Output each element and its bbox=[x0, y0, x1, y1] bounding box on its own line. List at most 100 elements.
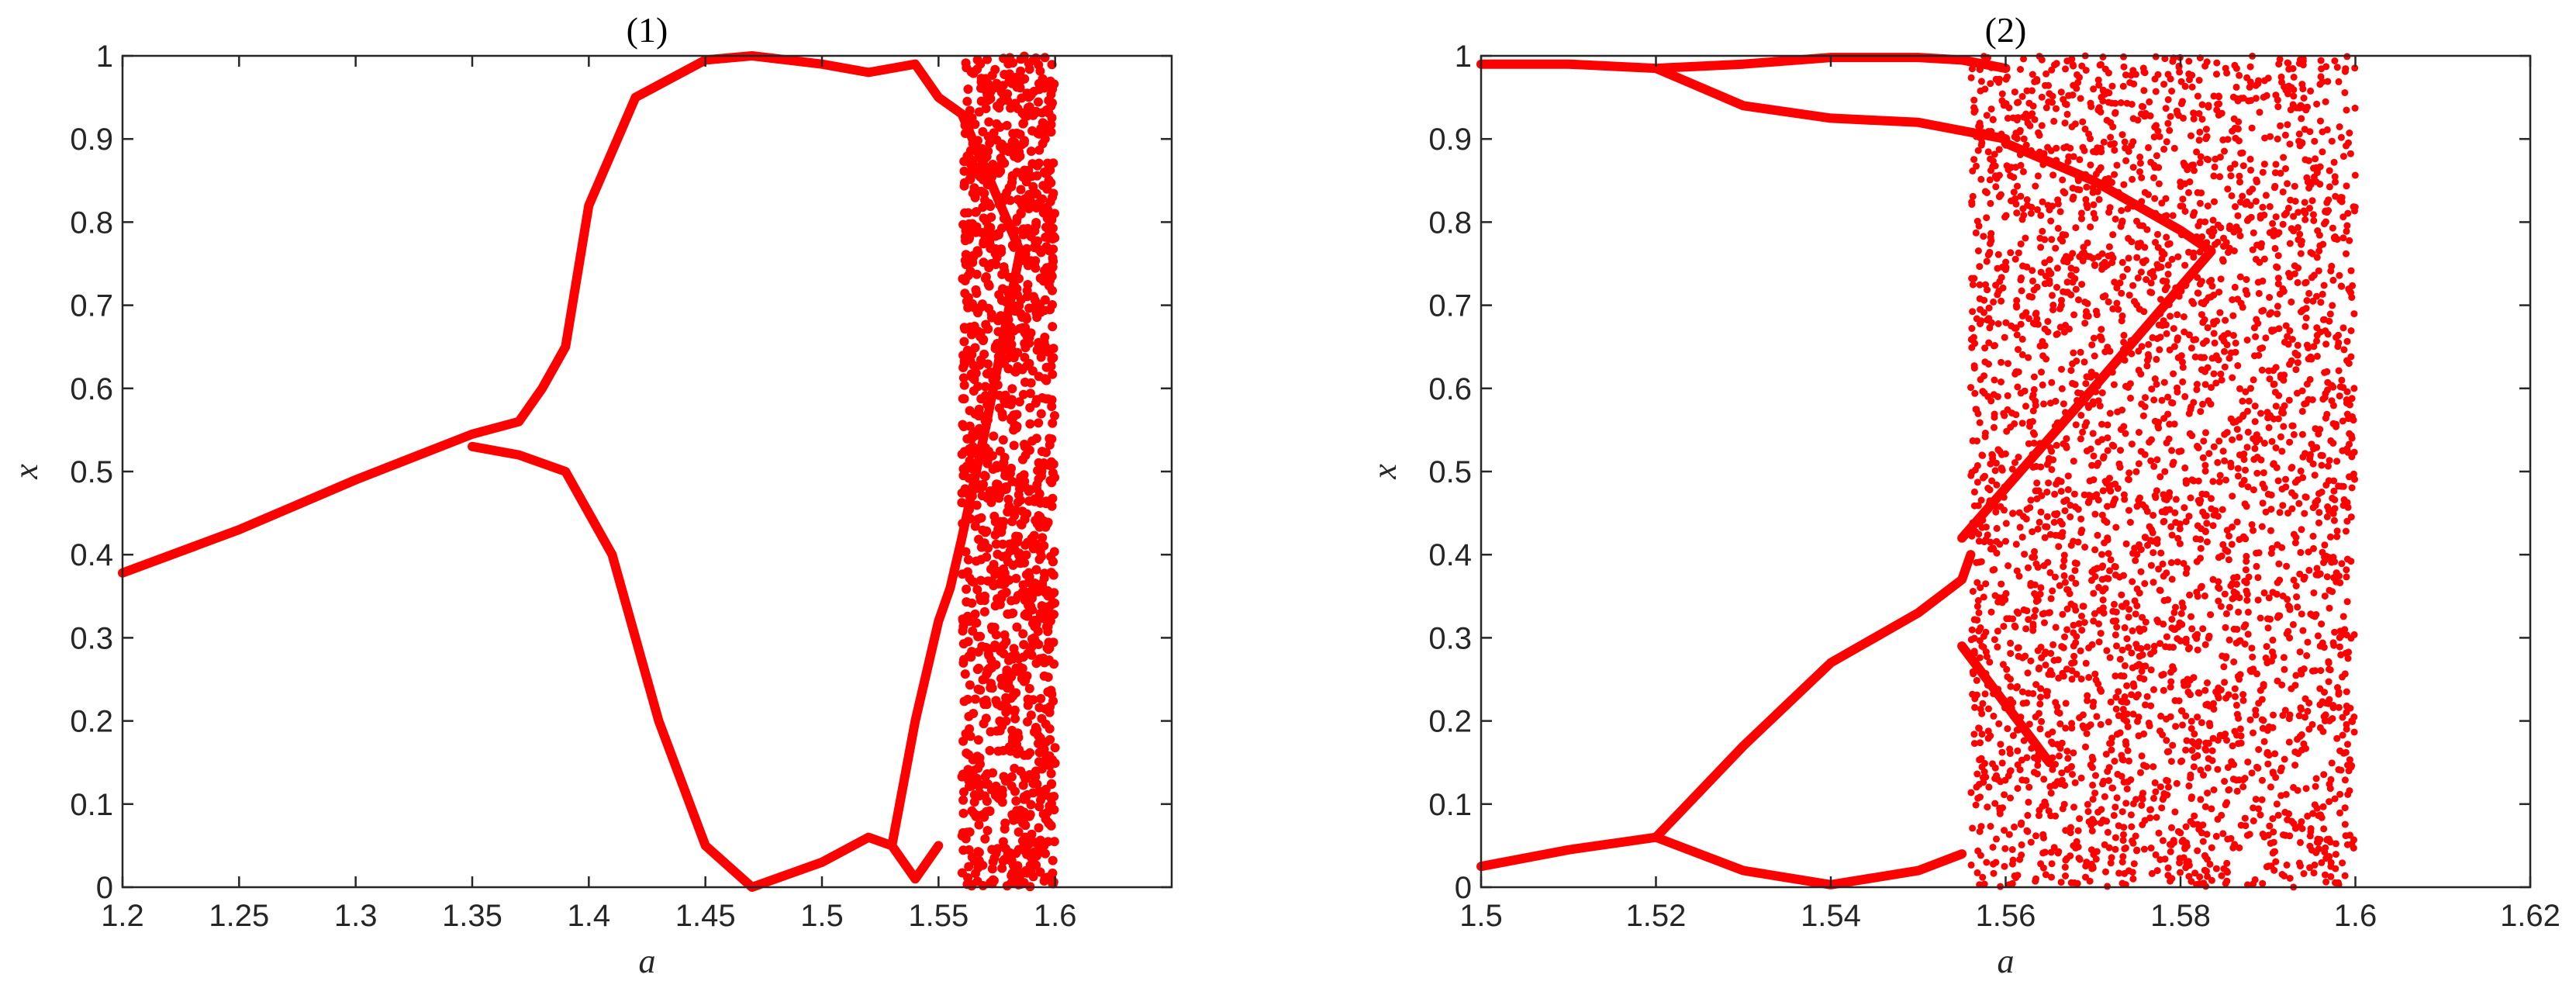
chaos-point bbox=[2062, 700, 2070, 707]
chaos-point bbox=[2128, 691, 2136, 699]
chaos-point bbox=[2099, 562, 2107, 570]
chaos-point bbox=[2350, 631, 2358, 638]
chaos-point bbox=[2012, 541, 2020, 548]
chaos-point bbox=[2249, 653, 2257, 661]
chaos-point bbox=[976, 441, 986, 451]
chaos-point bbox=[2036, 131, 2043, 139]
chaos-point bbox=[2177, 78, 2185, 85]
chaos-point bbox=[1007, 772, 1017, 782]
chaos-point bbox=[1020, 377, 1030, 387]
series-branch-2 bbox=[468, 441, 944, 892]
chaos-point bbox=[2082, 873, 2089, 881]
chaos-point bbox=[2065, 153, 2073, 161]
chaos-point bbox=[2191, 167, 2198, 174]
chaos-point bbox=[2169, 741, 2177, 749]
chaos-point bbox=[1980, 538, 1988, 546]
chaos-point bbox=[2339, 673, 2346, 681]
y-tick-label: 0.1 bbox=[70, 788, 113, 822]
chaos-point bbox=[2038, 368, 2045, 376]
chaos-point bbox=[2349, 282, 2357, 289]
chaos-point bbox=[2000, 493, 2008, 501]
chaos-point bbox=[2112, 705, 2120, 713]
chaos-point bbox=[2098, 511, 2106, 519]
chaos-point bbox=[2247, 668, 2255, 675]
chaos-point bbox=[2156, 310, 2164, 317]
chaos-point bbox=[2250, 229, 2257, 237]
chart-title: (2) bbox=[1985, 10, 2027, 50]
chaos-point bbox=[999, 262, 1009, 272]
chaos-point bbox=[962, 63, 972, 73]
chaos-point bbox=[2188, 793, 2195, 801]
chaos-point bbox=[989, 431, 999, 441]
chaos-point bbox=[2288, 422, 2296, 430]
chaos-point bbox=[997, 785, 1007, 795]
chaos-point bbox=[2087, 99, 2094, 107]
chaos-point bbox=[2315, 519, 2322, 527]
chaos-point bbox=[1038, 74, 1048, 84]
chaos-point bbox=[2060, 572, 2068, 579]
chaos-point bbox=[1991, 636, 1998, 644]
chaos-point bbox=[1048, 322, 1058, 332]
chaos-point bbox=[2231, 283, 2239, 291]
chaos-point bbox=[2248, 521, 2256, 528]
chaos-point bbox=[2107, 487, 2115, 495]
chaos-point bbox=[2048, 466, 2056, 473]
chaos-point bbox=[2135, 496, 2143, 504]
chaos-point bbox=[1028, 788, 1038, 798]
chaos-point bbox=[2032, 462, 2040, 470]
chaos-point bbox=[2135, 460, 2143, 468]
chaos-point bbox=[2049, 98, 2056, 106]
chaos-point bbox=[2270, 367, 2277, 375]
chaos-point bbox=[2345, 139, 2352, 147]
chaos-point bbox=[1983, 859, 1991, 866]
chaos-point bbox=[1993, 524, 2001, 532]
chaos-point bbox=[2309, 810, 2317, 817]
chaos-point bbox=[1975, 724, 1983, 732]
chaos-point bbox=[2267, 506, 2275, 513]
chaos-point bbox=[2158, 508, 2166, 516]
chaos-point bbox=[2251, 444, 2259, 452]
chaos-point bbox=[2205, 720, 2213, 727]
chaos-point bbox=[2013, 567, 2021, 575]
chaos-point bbox=[992, 253, 1002, 262]
chaos-point bbox=[2204, 872, 2212, 880]
chaos-point bbox=[2341, 67, 2349, 75]
chaos-point bbox=[2317, 73, 2325, 81]
chaos-point bbox=[2154, 127, 2162, 135]
chaos-point bbox=[2058, 365, 2065, 373]
chaos-point bbox=[2182, 635, 2190, 643]
chaos-point bbox=[965, 266, 975, 276]
x-axis-label: a bbox=[1998, 942, 2015, 980]
chaos-point bbox=[1996, 278, 2004, 285]
chaos-point bbox=[1998, 358, 2005, 366]
chart-title: (1) bbox=[627, 10, 668, 50]
chaos-point bbox=[2098, 93, 2105, 101]
chaos-point bbox=[2260, 211, 2268, 219]
chaos-point bbox=[2029, 627, 2037, 634]
chaos-point bbox=[1973, 603, 1981, 610]
chaos-point bbox=[2067, 541, 2075, 549]
chaos-point bbox=[2260, 440, 2268, 447]
chaos-point bbox=[2189, 212, 2197, 219]
chaos-point bbox=[2303, 341, 2311, 349]
chaos-point bbox=[2069, 185, 2077, 192]
chaos-point bbox=[1991, 467, 1999, 475]
chaos-point bbox=[2038, 93, 2046, 101]
chaos-point bbox=[1034, 640, 1044, 649]
chaos-point bbox=[1037, 108, 1047, 118]
chaos-point bbox=[2179, 202, 2187, 210]
chaos-point bbox=[2119, 756, 2127, 764]
chaos-point bbox=[2144, 351, 2152, 358]
chaos-point bbox=[2328, 397, 2336, 405]
chaos-point bbox=[957, 498, 967, 508]
chaos-point bbox=[2083, 730, 2091, 738]
chaos-point bbox=[2079, 118, 2087, 126]
chaos-point bbox=[2152, 88, 2160, 95]
chaos-point bbox=[2295, 712, 2303, 720]
chaos-point bbox=[2090, 209, 2098, 217]
chaos-point bbox=[2022, 234, 2029, 242]
chaos-point bbox=[1024, 165, 1034, 175]
chaos-point bbox=[2243, 216, 2251, 224]
chaos-point bbox=[1041, 785, 1051, 795]
chaos-point bbox=[1048, 570, 1058, 580]
